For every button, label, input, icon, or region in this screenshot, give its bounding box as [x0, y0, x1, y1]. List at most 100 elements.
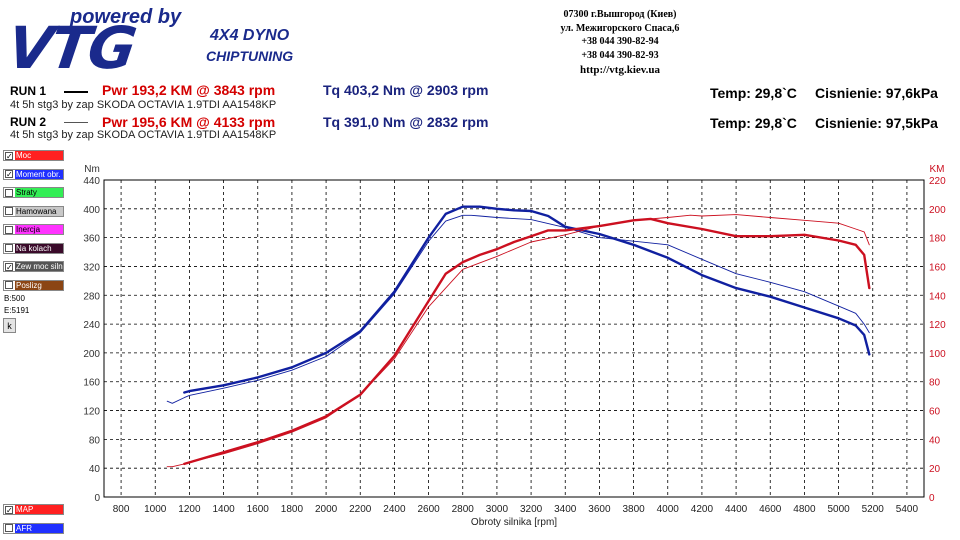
- x-tick-label: 4000: [657, 504, 680, 515]
- y-right-tick-label: 100: [929, 349, 946, 360]
- x-tick-label: 3000: [486, 504, 509, 515]
- x-tick-label: 4200: [691, 504, 714, 515]
- run1-description: 4t 5h stg3 by zap SKODA OCTAVIA 1.9TDI A…: [10, 99, 277, 111]
- run2-description: 4t 5h stg3 by zap SKODA OCTAVIA 1.9TDI A…: [10, 129, 277, 141]
- legend-checkbox[interactable]: ✓: [5, 505, 13, 515]
- legend-checkbox[interactable]: [5, 524, 13, 532]
- run2-power-peak: Pwr 195,6 KM @ 4133 rpm: [102, 114, 276, 130]
- contact-url: http://vtg.kiev.ua: [579, 64, 661, 76]
- y-right-tick-label: 200: [929, 205, 946, 216]
- y-right-tick-label: 180: [929, 234, 946, 245]
- x-tick-label: 2800: [452, 504, 475, 515]
- legend-item-moc[interactable]: ✓ Moc: [3, 150, 64, 161]
- y-axis-right-label: KM: [930, 164, 945, 175]
- legend-checkbox[interactable]: [5, 188, 13, 197]
- y-right-tick-label: 40: [929, 435, 941, 446]
- series-pwr-run-2: [166, 214, 870, 468]
- x-tick-label: 3600: [588, 504, 611, 515]
- y-right-tick-label: 60: [929, 407, 941, 418]
- legend-checkbox[interactable]: [5, 244, 13, 252]
- x-tick-label: 2600: [417, 504, 440, 515]
- y-left-tick-label: 80: [89, 435, 101, 446]
- contact-line2: ул. Межигорского Спаса,6: [560, 22, 680, 34]
- run2-temperature: Temp: 29,8`C: [710, 115, 797, 131]
- y-right-tick-label: 220: [929, 176, 946, 187]
- x-tick-label: 2400: [383, 504, 406, 515]
- run1-power-peak: Pwr 193,2 KM @ 3843 rpm: [102, 82, 276, 98]
- run2-pressure: Cisnienie: 97,5kPa: [815, 115, 938, 131]
- x-tick-label: 1000: [144, 504, 167, 515]
- logo-chiptuning: CHIPTUNING: [206, 48, 294, 64]
- contact-phone2: +38 044 390-82-93: [581, 49, 659, 61]
- run1-torque-peak: Tq 403,2 Nm @ 2903 rpm: [323, 82, 489, 98]
- legend-item-na-kolach[interactable]: Na kolach: [3, 242, 64, 254]
- series-tq-run-1: [183, 205, 871, 394]
- contact-phone1: +38 044 390-82-94: [581, 36, 659, 47]
- plot-area: [103, 179, 925, 498]
- y-left-tick-label: 160: [83, 378, 100, 389]
- y-left-tick-label: 440: [83, 176, 100, 187]
- series-pwr-run-1: [183, 217, 871, 466]
- legend-checkbox[interactable]: ✓: [5, 170, 13, 179]
- series-tq-run-2: [166, 214, 870, 404]
- run1-line-sample: [64, 91, 88, 93]
- legend-checkbox[interactable]: [5, 281, 13, 289]
- run2-label: RUN 2: [10, 115, 47, 129]
- x-tick-label: 5200: [862, 504, 885, 515]
- x-tick-label: 4800: [793, 504, 816, 515]
- y-right-tick-label: 20: [929, 464, 941, 475]
- legend-item-label: Na kolach: [15, 243, 63, 253]
- y-left-tick-label: 240: [83, 320, 100, 331]
- x-tick-label: 3400: [554, 504, 577, 515]
- legend-checkbox[interactable]: [5, 207, 13, 215]
- legend-item-afr[interactable]: AFR: [3, 522, 64, 534]
- y-left-tick-label: 320: [83, 262, 100, 273]
- x-tick-label: 1800: [281, 504, 304, 515]
- legend-item-straty[interactable]: Straty: [3, 187, 64, 198]
- y-left-tick-label: 280: [83, 291, 100, 302]
- range-begin: B:500: [4, 294, 25, 303]
- legend-item-poslizg[interactable]: Poslizg: [3, 279, 64, 291]
- x-tick-label: 2200: [349, 504, 372, 515]
- legend-item-label: Straty: [15, 188, 63, 197]
- legend-checkbox[interactable]: [5, 225, 13, 234]
- run2-line-sample: [64, 122, 88, 123]
- x-tick-label: 1600: [247, 504, 270, 515]
- y-axis-left-label: Nm: [84, 164, 100, 175]
- run1-pressure: Cisnienie: 97,6kPa: [815, 85, 938, 101]
- legend-item-label: Zew moc silnika: [15, 262, 63, 271]
- k-button[interactable]: k: [3, 318, 16, 333]
- x-tick-label: 1200: [178, 504, 201, 515]
- x-tick-label: 4600: [759, 504, 782, 515]
- legend-item-label: AFR: [15, 523, 63, 533]
- y-left-tick-label: 200: [83, 349, 100, 360]
- legend-item-label: MAP: [15, 505, 63, 514]
- legend-checkbox[interactable]: ✓: [5, 262, 13, 272]
- legend-item-zew-moc-silnika[interactable]: ✓Zew moc silnika: [3, 261, 64, 272]
- run2-torque-peak: Tq 391,0 Nm @ 2832 rpm: [323, 114, 489, 130]
- legend-checkbox[interactable]: ✓: [5, 151, 13, 161]
- y-left-tick-label: 400: [83, 205, 100, 216]
- y-right-tick-label: 140: [929, 291, 946, 302]
- legend-item-label: Inercja: [15, 225, 63, 234]
- legend-item-hamowana[interactable]: Hamowana: [3, 205, 64, 217]
- y-right-tick-label: 160: [929, 262, 946, 273]
- legend-item-moment-obr-[interactable]: ✓ Moment obr.: [3, 168, 64, 180]
- legend-item-map[interactable]: ✓ MAP: [3, 504, 64, 515]
- logo-powered-by: powered by: [70, 6, 182, 28]
- legend-item-label: Hamowana: [15, 206, 63, 216]
- legend-item-label: Moment obr.: [15, 169, 63, 179]
- contact-block: 07300 г.Вышгород (Киев) ул. Межигорского…: [520, 8, 720, 78]
- y-left-tick-label: 120: [83, 407, 100, 418]
- y-left-tick-label: 0: [94, 493, 100, 504]
- legend-item-label: Moc: [15, 151, 63, 160]
- y-right-tick-label: 0: [929, 493, 935, 504]
- x-tick-label: 3200: [520, 504, 543, 515]
- y-left-tick-label: 40: [89, 464, 101, 475]
- legend-item-inercja[interactable]: Inercja: [3, 224, 64, 235]
- x-tick-label: 5400: [896, 504, 919, 515]
- y-left-tick-label: 360: [83, 234, 100, 245]
- x-tick-label: 4400: [725, 504, 748, 515]
- x-tick-label: 5000: [827, 504, 850, 515]
- x-tick-label: 800: [113, 504, 130, 515]
